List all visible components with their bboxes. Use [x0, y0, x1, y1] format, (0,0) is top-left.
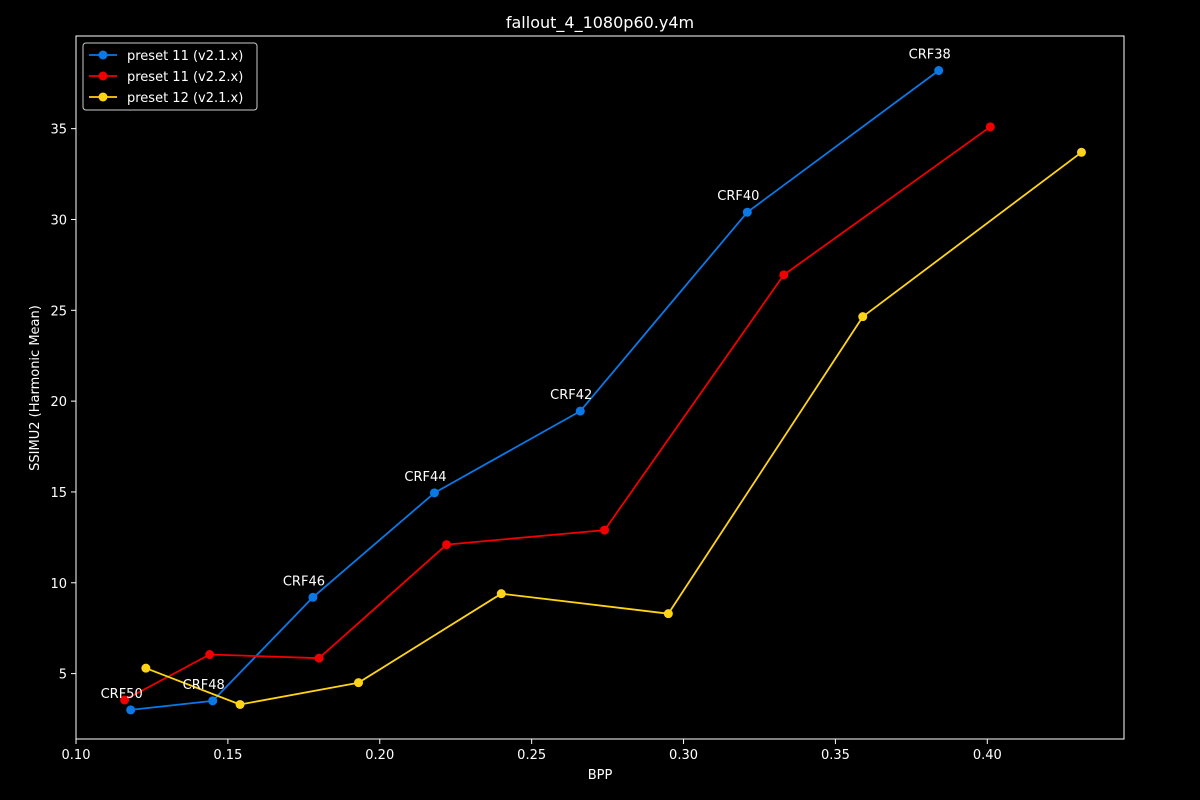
legend-swatch-marker	[98, 71, 108, 81]
data-point	[314, 653, 324, 663]
y-tick-label: 10	[50, 577, 67, 592]
x-axis-label: BPP	[588, 768, 613, 783]
y-axis-label: SSIMU2 (Harmonic Mean)	[28, 305, 43, 471]
data-point	[354, 678, 364, 688]
series-1	[126, 66, 944, 715]
data-point	[575, 406, 585, 416]
data-point	[442, 540, 452, 550]
chart-title: fallout_4_1080p60.y4m	[506, 13, 694, 33]
x-tick-label: 0.20	[365, 748, 394, 763]
data-point	[858, 312, 868, 322]
y-tick-label: 30	[50, 213, 67, 228]
legend: preset 11 (v2.1.x) preset 11 (v2.2.x) pres…	[82, 42, 258, 111]
point-annotation: CRF46	[283, 574, 325, 589]
data-point	[120, 695, 130, 705]
data-point	[205, 650, 215, 660]
x-tick-label: 0.10	[62, 748, 91, 763]
data-point	[208, 696, 218, 706]
series-2	[120, 122, 995, 705]
plot-frame	[75, 35, 1125, 740]
point-annotation: CRF48	[183, 678, 225, 693]
point-annotation: CRF42	[550, 388, 592, 403]
plot-area: CRF50 CRF48 CRF46 CRF44 CRF42 CRF40 CRF38	[101, 48, 1086, 715]
data-point	[779, 270, 789, 280]
series-3	[141, 147, 1086, 709]
data-point	[1076, 147, 1086, 157]
point-annotation: CRF38	[909, 48, 951, 63]
data-point	[934, 66, 944, 76]
legend-entry: preset 11 (v2.1.x)	[127, 49, 243, 64]
point-annotation: CRF44	[404, 470, 446, 485]
y-tick-label: 20	[50, 395, 67, 410]
legend-swatch-marker	[98, 92, 108, 102]
legend-entry: preset 11 (v2.2.x)	[127, 70, 243, 85]
data-point	[126, 705, 136, 715]
point-annotation: CRF50	[101, 687, 143, 702]
y-axis: 5 10 15 20 25 30 35	[50, 123, 76, 683]
data-point	[308, 592, 318, 602]
data-point	[235, 699, 245, 709]
point-annotation: CRF40	[717, 189, 759, 204]
data-point	[141, 663, 151, 673]
data-point	[742, 207, 752, 217]
data-point	[985, 122, 995, 132]
x-tick-label: 0.30	[669, 748, 698, 763]
y-tick-label: 15	[50, 486, 67, 501]
y-tick-label: 35	[50, 123, 67, 138]
x-axis: 0.10 0.15 0.20 0.25 0.30 0.35 0.40	[62, 739, 1002, 763]
y-tick-label: 25	[50, 304, 67, 319]
x-tick-label: 0.25	[517, 748, 546, 763]
legend-swatch-marker	[98, 50, 108, 60]
x-tick-label: 0.35	[821, 748, 850, 763]
data-point	[496, 589, 506, 599]
data-point	[600, 525, 610, 535]
data-point	[663, 609, 673, 619]
legend-box	[82, 42, 258, 111]
data-point	[429, 488, 439, 498]
x-tick-label: 0.40	[973, 748, 1002, 763]
legend-entry: preset 12 (v2.1.x)	[127, 91, 243, 106]
x-tick-label: 0.15	[213, 748, 242, 763]
y-tick-label: 5	[59, 668, 67, 683]
